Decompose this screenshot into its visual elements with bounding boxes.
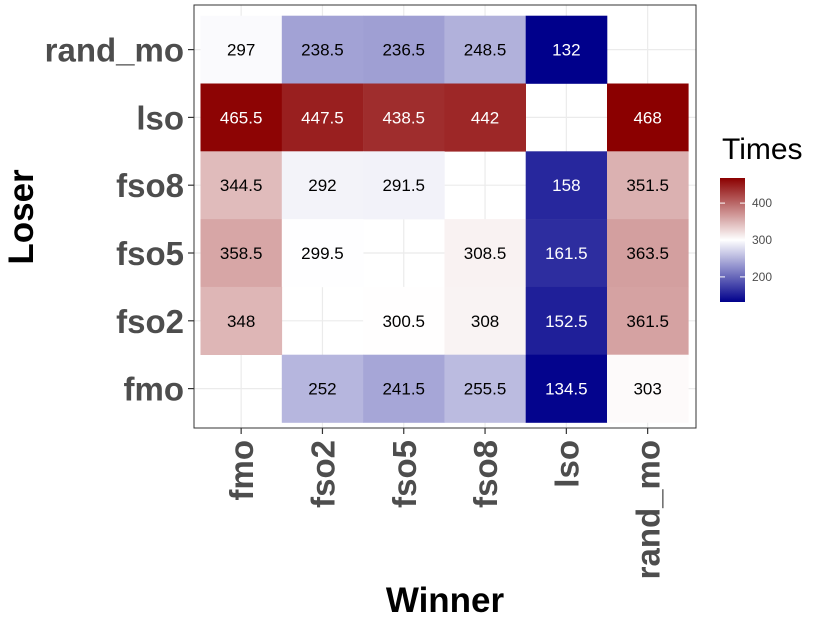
legend-tick-label: 200 xyxy=(752,270,772,284)
heatmap-cell xyxy=(281,354,364,423)
heatmap-cell xyxy=(607,354,689,423)
x-tick-label: fso8 xyxy=(467,440,504,508)
heatmap-cell xyxy=(444,354,526,423)
heatmap-cell xyxy=(444,286,526,355)
heatmap-cell xyxy=(607,83,689,152)
cell-value-label: 241.5 xyxy=(382,380,425,399)
heatmap-cell xyxy=(281,219,364,288)
y-tick-label: rand_mo xyxy=(45,32,184,69)
heatmap-cell xyxy=(607,219,689,288)
x-tick-label: fso5 xyxy=(386,440,423,508)
cell-value-label: 161.5 xyxy=(545,244,588,263)
cell-labels: 297 238.5 236.5 248.5 132 465.5 447.5 438.5 442 4… xyxy=(220,41,669,399)
heatmap-cell xyxy=(607,151,689,220)
heatmap-cell xyxy=(281,151,364,220)
y-axis: fmo fso2 fso5 fso8 lso rand_mo xyxy=(45,32,194,408)
cell-value-label: 291.5 xyxy=(382,176,425,195)
heatmap-cell xyxy=(444,15,526,84)
cell-value-label: 303 xyxy=(633,380,661,399)
cell-value-label: 447.5 xyxy=(301,108,344,127)
x-tick-label: lso xyxy=(548,440,585,488)
heatmap-cell xyxy=(363,15,445,84)
plot-panel-border xyxy=(193,4,697,429)
heatmap-cell xyxy=(281,83,364,152)
cell-value-label: 132 xyxy=(552,41,580,60)
y-tick-label: lso xyxy=(136,99,184,136)
y-tick-label: fso5 xyxy=(116,235,184,272)
x-tick-label: rand_mo xyxy=(630,440,667,579)
heatmap-cell xyxy=(200,15,283,84)
heatmap-cell xyxy=(363,354,445,423)
cell-value-label: 238.5 xyxy=(301,41,344,60)
heatmap-cell xyxy=(525,286,608,355)
x-tick-label: fmo xyxy=(223,440,260,501)
heatmap-cell xyxy=(444,219,526,288)
y-axis-title: Loser xyxy=(2,169,41,265)
y-tick-label: fso8 xyxy=(116,167,184,204)
cell-value-label: 308.5 xyxy=(464,244,507,263)
x-axis-title: Winner xyxy=(386,581,505,620)
cell-value-label: 308 xyxy=(471,312,499,331)
legend: Times 200 300 400 xyxy=(720,133,803,302)
cell-value-label: 344.5 xyxy=(220,176,263,195)
cell-value-label: 248.5 xyxy=(464,41,507,60)
x-axis: fmo fso2 fso5 fso8 lso rand_mo xyxy=(223,428,667,579)
legend-tick-label: 400 xyxy=(752,196,772,210)
heatmap-cell xyxy=(363,286,445,355)
cell-value-label: 299.5 xyxy=(301,244,344,263)
heatmap-cell xyxy=(525,15,608,84)
x-tick-label: fso2 xyxy=(304,440,341,508)
cell-value-label: 158 xyxy=(552,176,580,195)
cell-value-label: 363.5 xyxy=(626,244,669,263)
cell-value-label: 351.5 xyxy=(626,176,669,195)
heatmap-cell xyxy=(200,286,283,355)
cell-value-label: 438.5 xyxy=(382,108,425,127)
cell-value-label: 134.5 xyxy=(545,380,588,399)
heatmap-cell xyxy=(200,219,283,288)
heatmap-cell xyxy=(525,219,608,288)
cell-value-label: 236.5 xyxy=(382,41,425,60)
cell-value-label: 361.5 xyxy=(626,312,669,331)
heatmap-cell xyxy=(525,151,608,220)
cell-value-label: 152.5 xyxy=(545,312,588,331)
legend-ticks: 200 300 400 xyxy=(720,196,772,284)
cell-value-label: 348 xyxy=(227,312,255,331)
cell-value-label: 358.5 xyxy=(220,244,263,263)
y-tick-label: fmo xyxy=(124,371,185,408)
heatmap-cell xyxy=(200,151,283,220)
heatmap-cells xyxy=(200,15,689,423)
legend-title: Times xyxy=(722,133,803,166)
heatmap-cell xyxy=(281,15,364,84)
heatmap-cell xyxy=(363,83,445,152)
heatmap-cell xyxy=(200,83,283,152)
y-tick-label: fso2 xyxy=(116,303,184,340)
cell-value-label: 442 xyxy=(471,108,499,127)
heatmap-cell xyxy=(607,286,689,355)
legend-tick-label: 300 xyxy=(752,233,772,247)
heatmap-cell xyxy=(363,151,445,220)
heatmap-cell xyxy=(444,83,526,152)
cell-value-label: 465.5 xyxy=(220,108,263,127)
cell-value-label: 292 xyxy=(308,176,336,195)
heatmap-cell xyxy=(525,354,608,423)
cell-value-label: 300.5 xyxy=(382,312,425,331)
cell-value-label: 252 xyxy=(308,380,336,399)
cell-value-label: 297 xyxy=(227,41,255,60)
cell-value-label: 255.5 xyxy=(464,380,507,399)
cell-value-label: 468 xyxy=(633,108,661,127)
